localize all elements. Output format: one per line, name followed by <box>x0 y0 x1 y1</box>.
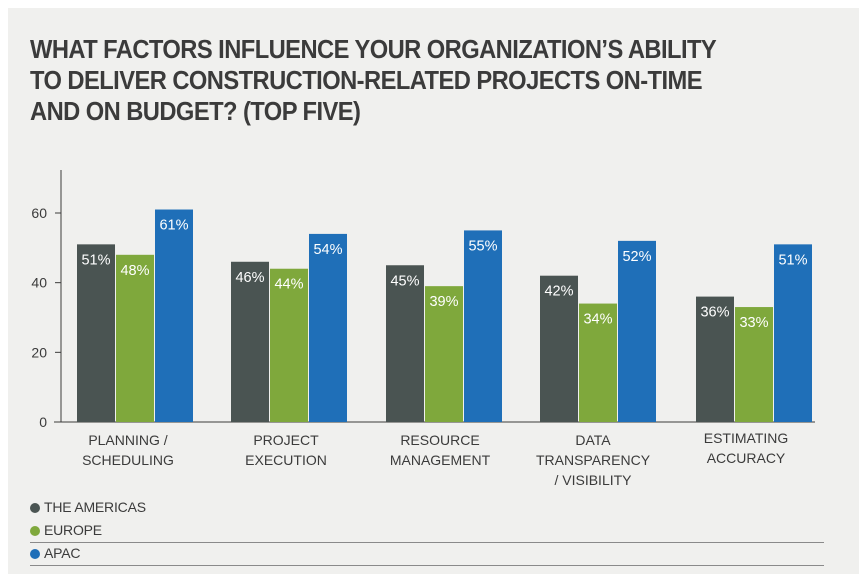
bar <box>579 303 617 422</box>
bar-value-label: 42% <box>544 284 573 300</box>
x-category-label: ACCURACY <box>707 450 786 466</box>
x-category-label: TRANSPARENCY <box>536 452 651 468</box>
x-category-label: MANAGEMENT <box>390 452 491 468</box>
legend-label-apac: APAC <box>44 545 81 561</box>
bar-value-label: 52% <box>622 249 651 265</box>
bar <box>618 240 656 422</box>
legend-swatch-apac <box>30 549 40 559</box>
x-category-label: ESTIMATING <box>704 430 789 446</box>
bar <box>270 268 308 422</box>
bar <box>231 261 269 422</box>
y-tick-label: 20 <box>31 344 47 360</box>
bar-value-label: 44% <box>274 277 303 293</box>
legend-swatch-americas <box>30 503 40 513</box>
bar <box>540 275 578 422</box>
bar <box>77 244 115 422</box>
bar-value-label: 36% <box>700 305 729 321</box>
bar <box>696 296 734 422</box>
bar-value-label: 51% <box>778 252 807 268</box>
bar-value-label: 55% <box>468 238 497 254</box>
legend-label-europe: EUROPE <box>44 522 102 538</box>
bar-chart: 0 20 40 60 51% 46% 45% 42% 36% 48% 44% 39% 34% 33% 61%… <box>31 170 815 488</box>
x-category-label: RESOURCE <box>400 432 479 448</box>
x-category-label: / VISIBILITY <box>554 472 632 488</box>
x-category-label: SCHEDULING <box>82 452 174 468</box>
bar <box>309 233 347 422</box>
bar <box>464 230 502 422</box>
legend-label-americas: THE AMERICAS <box>44 499 146 515</box>
bar <box>386 265 424 422</box>
bar-value-label: 46% <box>235 270 264 286</box>
chart-title-line: WHAT FACTORS INFLUENCE YOUR ORGANIZATION… <box>30 36 717 64</box>
legend-divider <box>30 565 824 566</box>
bar-value-label: 61% <box>159 218 188 234</box>
x-category-label: PLANNING / <box>88 432 167 448</box>
bar <box>116 254 154 422</box>
x-category-label: PROJECT <box>253 432 319 448</box>
bar-value-label: 54% <box>313 242 342 258</box>
bar-value-label: 48% <box>120 263 149 279</box>
legend-swatch-europe <box>30 526 40 536</box>
bar <box>774 244 812 422</box>
chart-title-line: TO DELIVER CONSTRUCTION-RELATED PROJECTS… <box>30 67 703 95</box>
legend: THE AMERICAS EUROPE APAC <box>30 497 824 566</box>
bar <box>155 209 193 422</box>
bar-value-label: 45% <box>390 273 419 289</box>
bar-value-label: 33% <box>739 315 768 331</box>
bar-value-label: 51% <box>81 252 110 268</box>
chart-title: WHAT FACTORS INFLUENCE YOUR ORGANIZATION… <box>30 35 737 128</box>
bar <box>425 286 463 422</box>
y-tick-label: 60 <box>31 205 47 221</box>
legend-item-americas: THE AMERICAS <box>30 497 824 520</box>
legend-divider <box>30 542 824 543</box>
bar-value-label: 34% <box>583 312 612 328</box>
chart-title-line: AND ON BUDGET? (TOP FIVE) <box>30 98 361 126</box>
bar-value-label: 39% <box>429 294 458 310</box>
x-category-label: DATA <box>575 432 611 448</box>
legend-item-apac: APAC <box>30 543 824 566</box>
y-tick-label: 40 <box>31 275 47 291</box>
x-category-label: EXECUTION <box>245 452 327 468</box>
legend-item-europe: EUROPE <box>30 520 824 543</box>
bar <box>735 307 773 422</box>
y-tick-label: 0 <box>39 414 47 430</box>
